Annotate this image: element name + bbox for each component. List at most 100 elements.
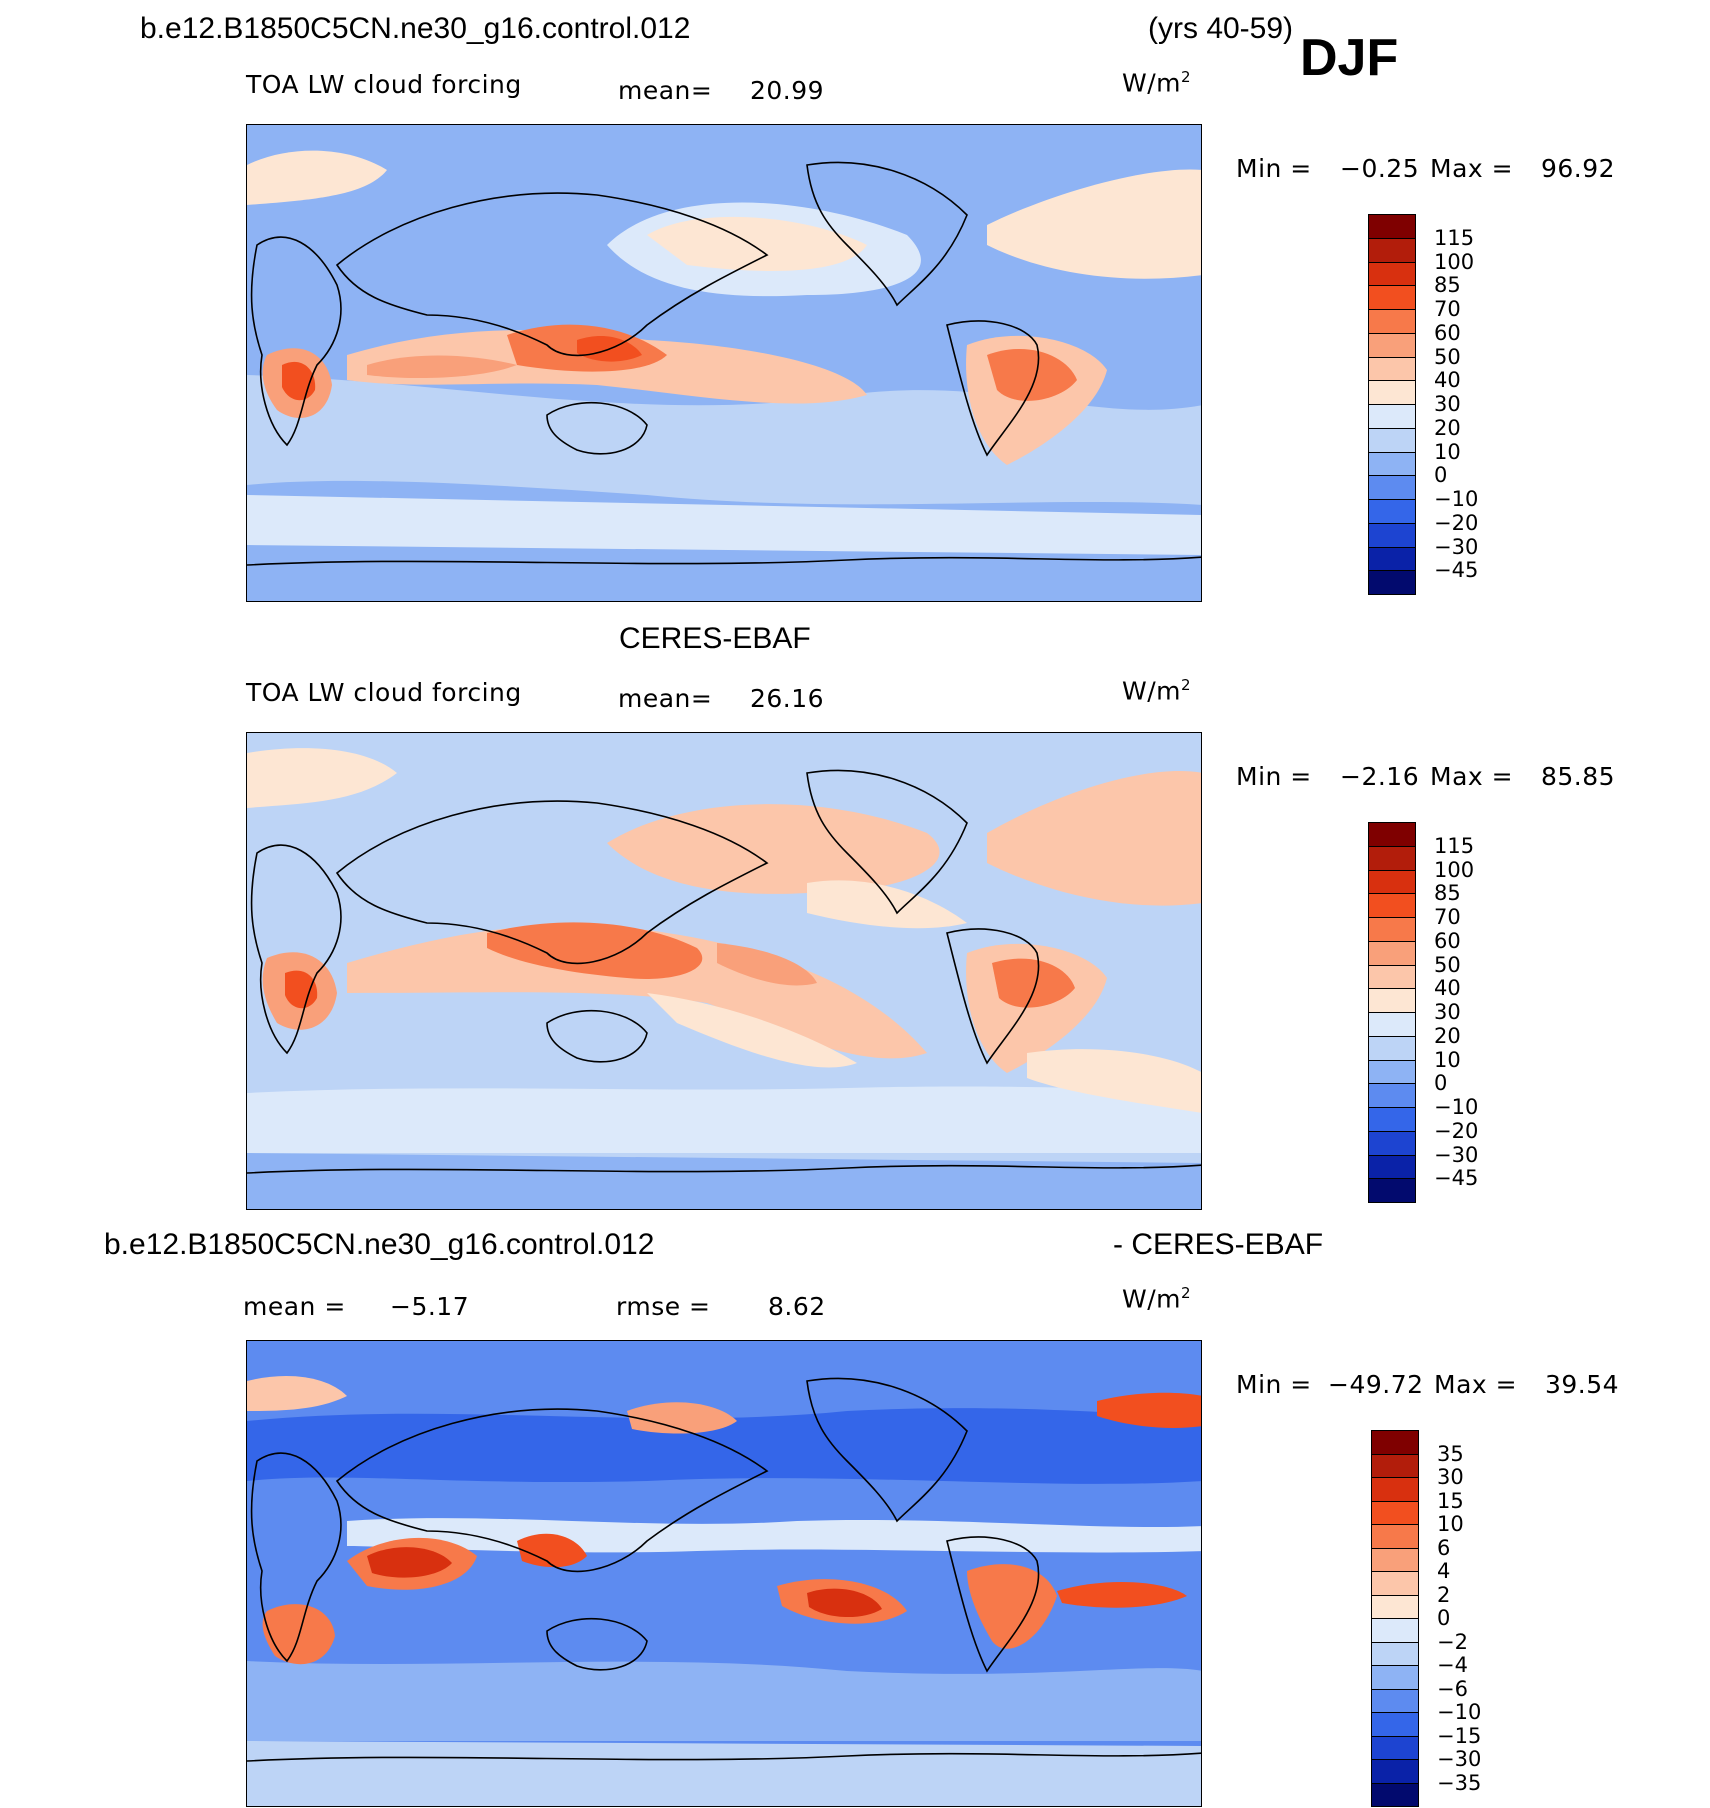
- field-band: [247, 1153, 1201, 1209]
- coastlines: [247, 1377, 1201, 1762]
- field-patch: [987, 169, 1201, 279]
- colorbar-tick-label: 100: [1434, 249, 1475, 274]
- season-label: DJF: [1300, 29, 1399, 87]
- panel1-mean-label: mean=: [618, 76, 713, 105]
- field-patch: [807, 1588, 882, 1618]
- colorbar-tick-label: 60: [1434, 320, 1461, 345]
- field-band: [247, 1661, 1201, 1741]
- field-patch: [647, 216, 867, 271]
- panel2-title: CERES-EBAF: [619, 622, 811, 655]
- field-patch: [367, 1547, 452, 1578]
- colorbar-swatch: [1368, 869, 1416, 895]
- units-exp: 2: [1181, 1284, 1192, 1302]
- units-base: W/m: [1122, 68, 1181, 98]
- colorbar-swatch: [1368, 988, 1416, 1013]
- colorbar-swatch: [1368, 1012, 1416, 1037]
- colorbar-swatch: [1368, 427, 1416, 453]
- colorbar-tick-label: 6: [1437, 1535, 1451, 1560]
- panel1-units: W/m2: [1122, 68, 1191, 97]
- case-title: b.e12.B1850C5CN.ne30_g16.control.012: [140, 12, 691, 45]
- colorbar-tick-label: −45: [1434, 558, 1479, 583]
- panel3-rmse-value: 8.62: [768, 1292, 826, 1321]
- field-patch: [247, 150, 387, 205]
- panel3-max-label: Max =: [1434, 1370, 1518, 1399]
- panel3-min-label: Min =: [1236, 1370, 1312, 1399]
- field-patch: [517, 1533, 587, 1568]
- panel3-rmse-label: rmse =: [616, 1292, 711, 1321]
- colorbar-swatch: [1368, 893, 1416, 918]
- panel3-mean-value: −5.17: [390, 1292, 470, 1321]
- colorbar-swatch: [1368, 522, 1416, 548]
- field-patch: [992, 958, 1075, 1008]
- colorbar-swatch: [1371, 1688, 1419, 1713]
- colorbar-swatch: [1368, 1178, 1416, 1203]
- panel2-min-value: −2.16: [1340, 762, 1420, 791]
- colorbar-tick-label: 115: [1434, 833, 1475, 858]
- field-patch: [807, 880, 967, 929]
- field-patch: [247, 1376, 347, 1411]
- colorbar-swatch: [1368, 940, 1416, 966]
- colorbar-swatch: [1371, 1571, 1419, 1596]
- panel2-units: W/m2: [1122, 676, 1191, 705]
- colorbar-tick-label: 0: [1434, 1071, 1448, 1096]
- colorbar-tick-label: 35: [1437, 1441, 1464, 1466]
- colorbar-swatch: [1371, 1500, 1419, 1525]
- units-exp: 2: [1181, 68, 1192, 86]
- colorbar-swatch: [1368, 845, 1416, 871]
- field-patch: [487, 922, 703, 979]
- colorbar-swatch: [1368, 261, 1416, 287]
- colorbar-swatch: [1368, 1083, 1416, 1108]
- panel2-map: [246, 732, 1202, 1210]
- panel2-variable: TOA LW cloud forcing: [246, 678, 522, 707]
- colorbar-swatch: [1371, 1430, 1419, 1455]
- colorbar-swatch: [1368, 570, 1416, 595]
- panel1-colorbar: 115 100 85 70 60 50 40 30 20 10 0 −10 −20 −30 −45: [1368, 214, 1508, 595]
- colorbar-tick-label: 10: [1434, 439, 1461, 464]
- colorbar-swatch: [1371, 1782, 1419, 1807]
- colorbar-tick-label: −35: [1437, 1770, 1482, 1795]
- units-exp: 2: [1181, 676, 1192, 694]
- panel3-colorbar: 35 30 15 10 6 4 2 0 −2 −4 −6 −10 −15 −30 −35: [1371, 1430, 1511, 1807]
- colorbar-tick-label: −45: [1434, 1166, 1479, 1191]
- colorbar-tick-label: 115: [1434, 225, 1475, 250]
- colorbar-tick-label: 85: [1434, 273, 1461, 298]
- colorbar-tick-label: 30: [1434, 1000, 1461, 1024]
- colorbar-swatch: [1371, 1477, 1419, 1502]
- panel3-min-value: −49.72: [1328, 1370, 1424, 1399]
- colorbar-swatch: [1368, 309, 1416, 334]
- colorbar-tick-label: 40: [1434, 976, 1461, 1001]
- colorbar-tick-label: 70: [1434, 297, 1461, 321]
- field-patch: [1027, 1049, 1201, 1113]
- colorbar-tick-label: 60: [1434, 928, 1461, 953]
- colorbar-swatch: [1371, 1453, 1419, 1478]
- colorbar-swatch: [1368, 964, 1416, 990]
- colorbar-tick-label: 30: [1437, 1465, 1464, 1489]
- field-patch: [247, 748, 397, 808]
- colorbar-swatch: [1368, 1130, 1416, 1156]
- colorbar-tick-label: −30: [1434, 1142, 1479, 1167]
- colorbar-swatch: [1368, 475, 1416, 500]
- colorbar-tick-label: −6: [1437, 1676, 1468, 1701]
- panel3-map: [246, 1340, 1202, 1807]
- panel1-variable: TOA LW cloud forcing: [246, 70, 522, 99]
- colorbar-swatch: [1368, 1154, 1416, 1180]
- colorbar-swatch: [1368, 1035, 1416, 1061]
- colorbar-tick-label: 20: [1434, 1023, 1461, 1048]
- field-patch: [987, 349, 1077, 401]
- colorbar-tick-label: 10: [1434, 1047, 1461, 1072]
- colorbar-swatch: [1368, 451, 1416, 477]
- panel3-map-svg: [247, 1341, 1201, 1806]
- years-label: (yrs 40-59): [1148, 12, 1294, 45]
- colorbar-tick-label: 40: [1434, 368, 1461, 393]
- colorbar-swatch: [1371, 1759, 1419, 1784]
- coastlines: [247, 161, 1201, 566]
- colorbar-tick-label: −30: [1437, 1747, 1482, 1771]
- panel3-mean-label: mean =: [243, 1292, 346, 1321]
- colorbar-swatch: [1368, 380, 1416, 405]
- field-patch: [347, 924, 927, 1059]
- colorbar-tick-label: −4: [1437, 1653, 1468, 1677]
- colorbar-tick-label: 4: [1437, 1559, 1451, 1583]
- panel2-mean-label: mean=: [618, 684, 713, 713]
- panel3-units: W/m2: [1122, 1284, 1191, 1313]
- colorbar-swatch: [1371, 1594, 1419, 1619]
